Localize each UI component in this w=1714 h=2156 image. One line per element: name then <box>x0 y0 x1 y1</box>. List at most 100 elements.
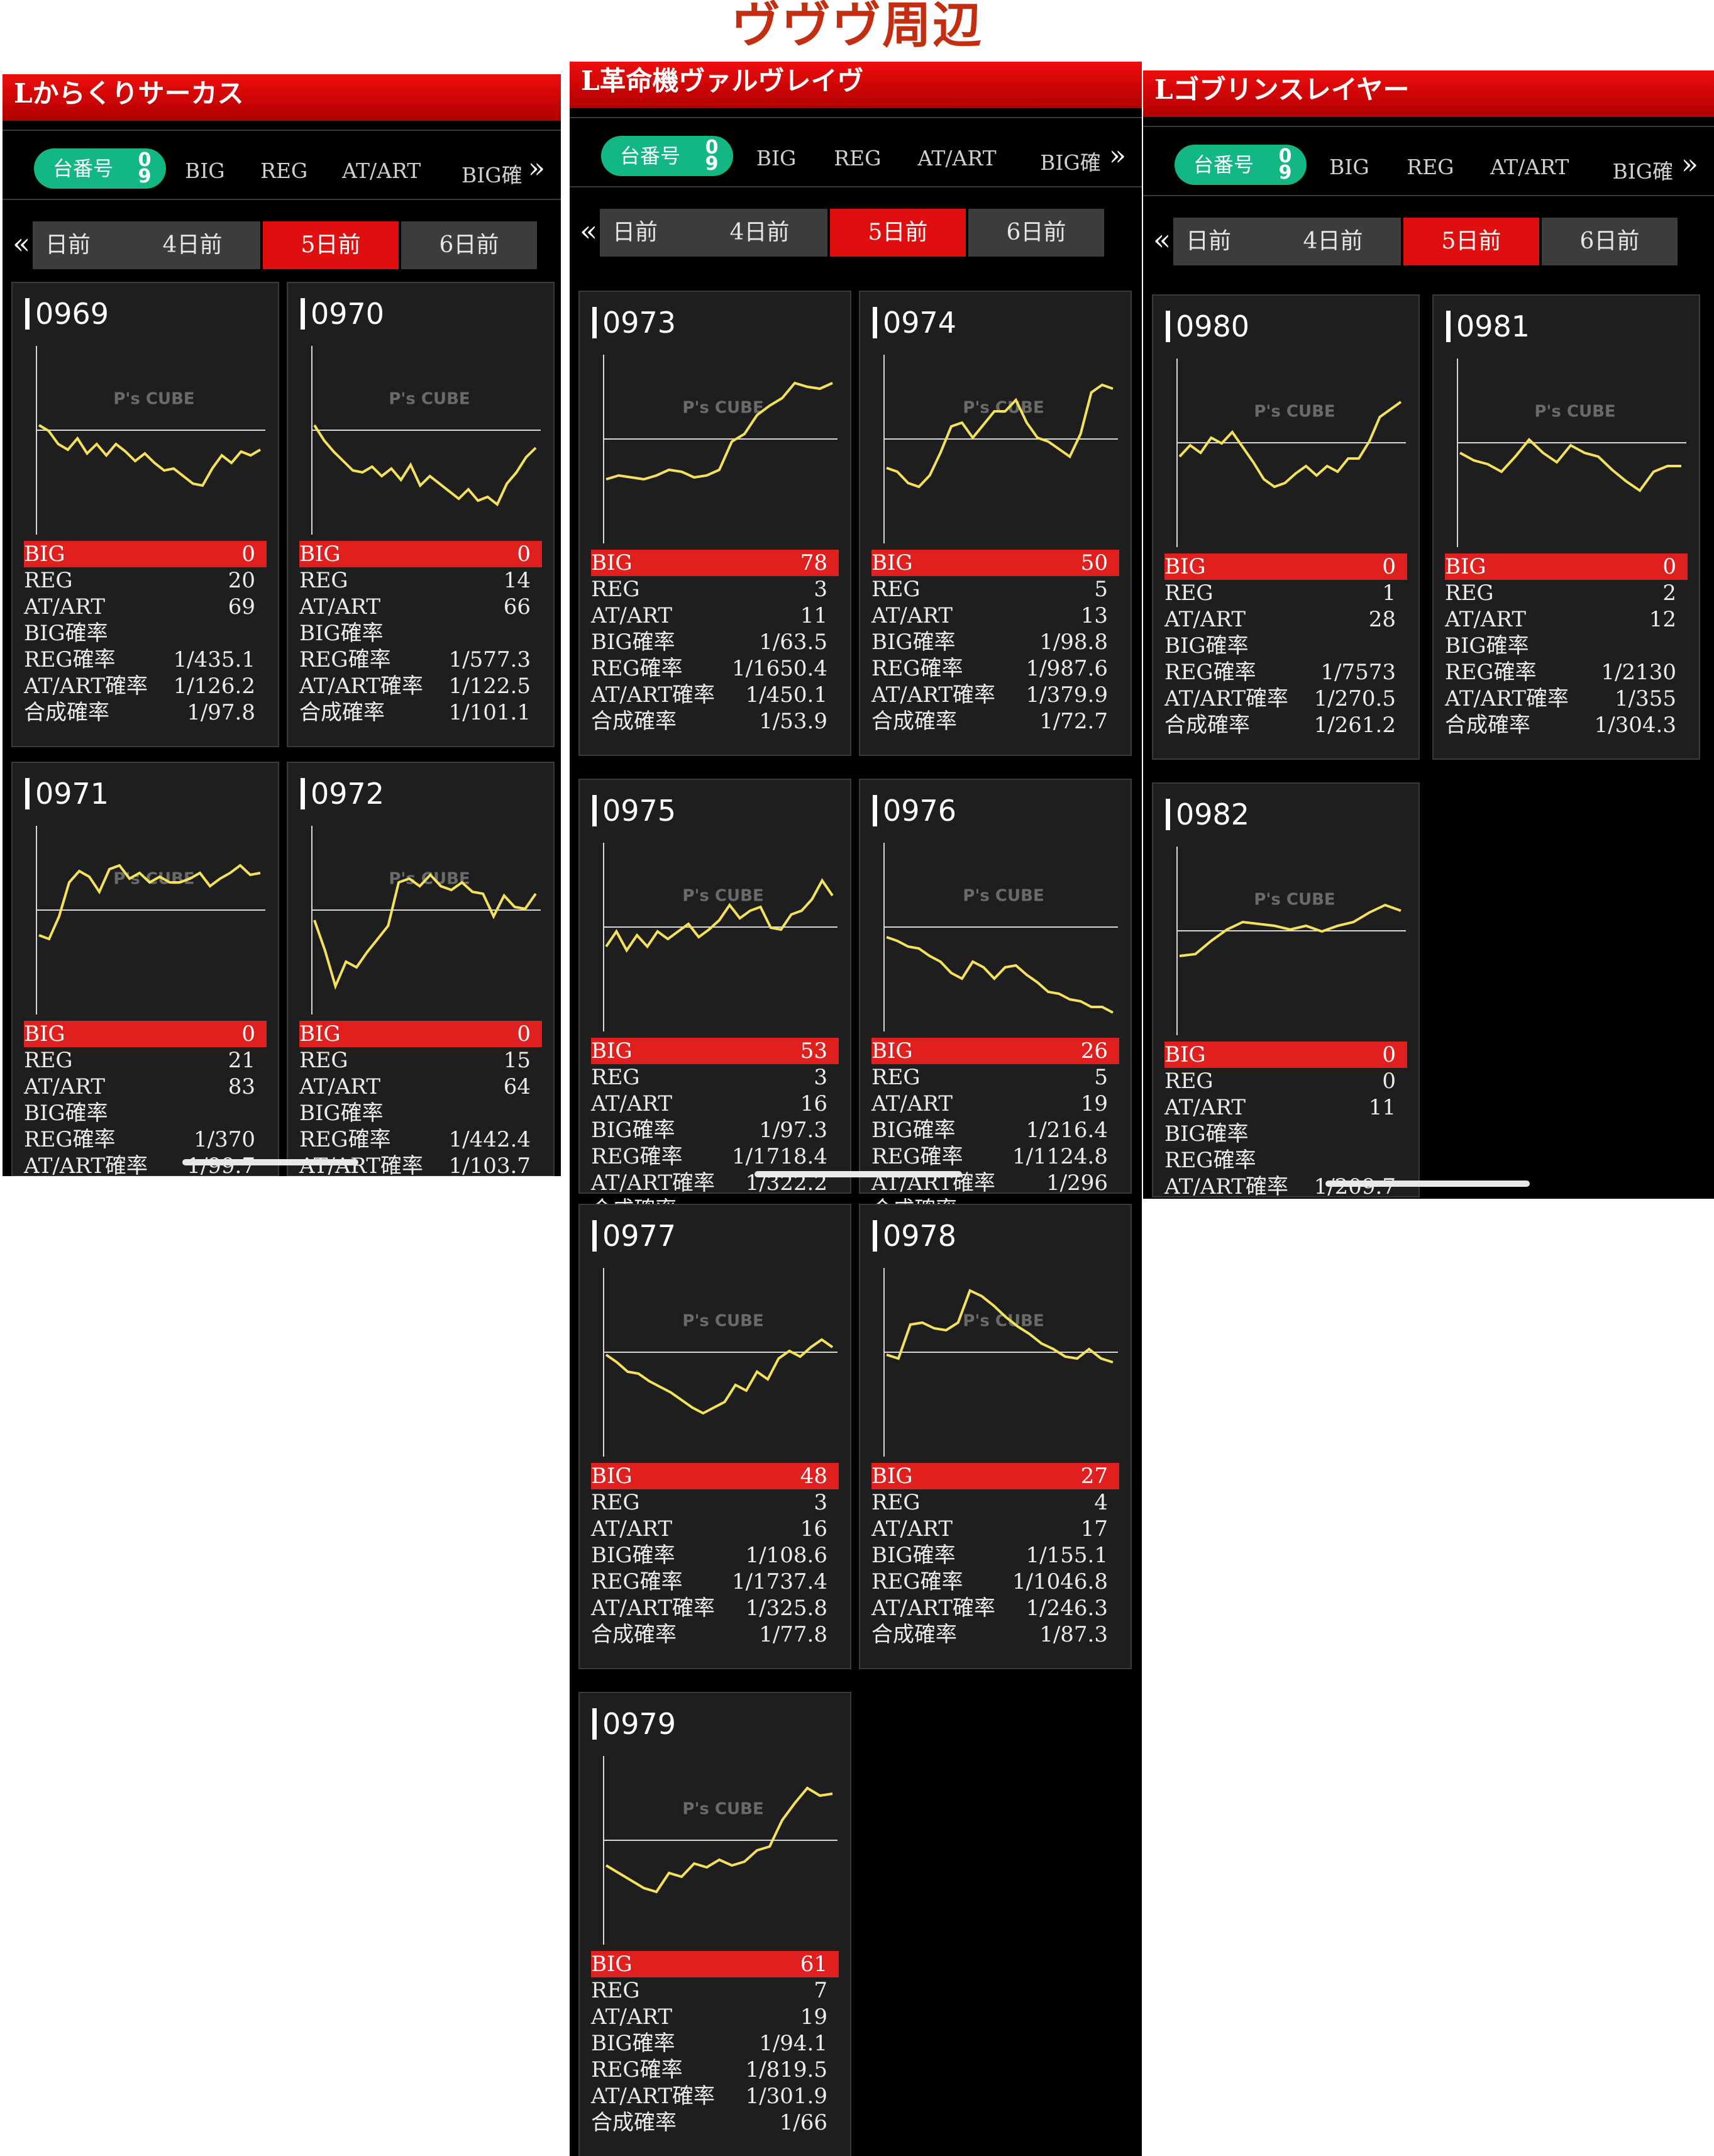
machine-card[interactable]: 0981 P's CUBE BIG 0 REG 2 AT/ART 12 BIG確率 REG確率 1/… <box>1432 294 1700 760</box>
stat-row: AT/ART 69 <box>24 594 267 620</box>
filter-tab-at-art[interactable]: AT/ART <box>1490 155 1569 179</box>
stat-row: BIG 0 <box>24 1021 267 1047</box>
slump-graph: P's CUBE <box>603 1268 838 1457</box>
stat-label: REG確率 <box>591 656 683 681</box>
stat-label: 合成確率 <box>1164 713 1250 738</box>
stat-label: BIG <box>591 1464 633 1489</box>
machine-number: 0971 <box>35 777 109 811</box>
more-tabs-icon[interactable]: » <box>528 152 545 184</box>
stat-label: BIG確率 <box>299 1101 384 1126</box>
machine-card[interactable]: 0978 P's CUBE BIG 27 REG 4 AT/ART 17 BIG確率 1/155.… <box>859 1204 1132 1669</box>
stat-row: REG 21 <box>24 1047 267 1074</box>
filter-tab-big[interactable]: BIG <box>756 146 797 170</box>
day-tab-0[interactable]: 日前 <box>1173 218 1276 265</box>
stats-table: BIG 0 REG 20 AT/ART 69 BIG確率 REG確率 1/435.1 AT/ART… <box>24 541 267 726</box>
stat-value: 1/1718.4 <box>731 1144 827 1169</box>
prev-days-icon[interactable]: « <box>13 226 31 260</box>
filter-tab-big[interactable]: BIG <box>1329 155 1369 179</box>
home-indicator <box>755 1171 962 1177</box>
sort-by-number-button[interactable]: 台番号 0 9 <box>601 136 733 176</box>
slump-graph: P's CUBE <box>603 1756 838 1945</box>
slump-graph: P's CUBE <box>603 355 838 543</box>
stat-row: AT/ART 16 <box>591 1516 839 1542</box>
stat-label: BIG確率 <box>591 1543 675 1568</box>
stat-label: AT/ART <box>591 2004 673 2030</box>
stat-row: AT/ART確率 1/246.3 <box>871 1595 1119 1621</box>
stat-row: AT/ART確率 1/355 <box>1445 686 1688 712</box>
stat-label: 合成確率 <box>24 700 109 725</box>
day-tab-1[interactable]: 4日前 <box>124 221 260 269</box>
stat-row: BIG確率 <box>1164 1121 1407 1147</box>
stat-label: REG確率 <box>299 1127 391 1152</box>
stat-label: BIG確率 <box>299 621 384 646</box>
stat-row: BIG確率 <box>24 1100 267 1126</box>
stat-row: BIG確率 1/108.6 <box>591 1542 839 1569</box>
day-tab-0[interactable]: 日前 <box>600 209 703 257</box>
filter-bar: 台番号 0 9 BIG REG AT/ART BIG確 » <box>570 117 1142 187</box>
machine-card[interactable]: 0974 P's CUBE BIG 50 REG 5 AT/ART 13 BIG確率 1/98.8… <box>859 291 1132 756</box>
day-tab-2[interactable]: 5日前 <box>1403 218 1539 265</box>
stat-row: AT/ART確率 1/450.1 <box>591 682 839 708</box>
machine-card[interactable]: 0973 P's CUBE BIG 78 REG 3 AT/ART 11 BIG確率 1/63.5… <box>578 291 851 756</box>
stat-label: AT/ART確率 <box>1445 686 1569 711</box>
stat-row: AT/ART 19 <box>871 1091 1119 1117</box>
filter-tab-at-art[interactable]: AT/ART <box>917 146 997 170</box>
filter-tab-big確[interactable]: BIG確 <box>462 163 522 187</box>
machine-card[interactable]: 0972 P's CUBE BIG 0 REG 15 AT/ART 64 BIG確率 REG確率 1… <box>287 762 555 1176</box>
prev-days-icon[interactable]: « <box>580 214 598 248</box>
slump-graph: P's CUBE <box>311 346 541 535</box>
day-tab-1[interactable]: 4日前 <box>1265 218 1401 265</box>
sort-by-number-button[interactable]: 台番号 0 9 <box>34 148 166 189</box>
prev-days-icon[interactable]: « <box>1153 223 1171 257</box>
machine-card[interactable]: 0977 P's CUBE BIG 48 REG 3 AT/ART 16 BIG確率 1/108.… <box>578 1204 851 1669</box>
stat-label: BIG確率 <box>591 2031 675 2056</box>
filter-tab-big確[interactable]: BIG確 <box>1040 150 1101 175</box>
slump-line <box>1178 401 1402 489</box>
stat-row: REG 5 <box>871 576 1119 603</box>
machine-number: 0982 <box>1176 797 1250 831</box>
day-tab-3[interactable]: 6日前 <box>1542 218 1678 265</box>
more-tabs-icon[interactable]: » <box>1681 148 1698 181</box>
machine-card[interactable]: 0970 P's CUBE BIG 0 REG 14 AT/ART 66 BIG確率 REG確率 1… <box>287 282 555 747</box>
filter-tab-big確[interactable]: BIG確 <box>1612 159 1674 184</box>
machine-card[interactable]: 0979 P's CUBE BIG 61 REG 7 AT/ART 19 BIG確率 1/94.1… <box>578 1692 851 2156</box>
filter-tab-reg[interactable]: REG <box>834 146 882 170</box>
stat-row: REG 15 <box>299 1047 542 1074</box>
filter-tab-big[interactable]: BIG <box>185 158 225 183</box>
sort-by-number-button[interactable]: 台番号 0 9 <box>1175 145 1307 185</box>
stat-row: BIG確率 <box>1164 633 1407 659</box>
stat-value: 0 <box>517 1021 531 1047</box>
stat-row: REG 0 <box>1164 1068 1407 1094</box>
slump-line <box>1179 903 1402 957</box>
day-tab-2[interactable]: 5日前 <box>263 221 399 269</box>
stat-value: 12 <box>1649 607 1676 632</box>
stat-value: 0 <box>517 542 531 567</box>
filter-tab-reg[interactable]: REG <box>1407 155 1454 179</box>
machine-card[interactable]: 0975 P's CUBE BIG 53 REG 3 AT/ART 16 BIG確率 1/97.3… <box>578 779 851 1222</box>
day-tab-0[interactable]: 日前 <box>33 221 136 269</box>
machine-card[interactable]: 0982 P's CUBE BIG 0 REG 0 AT/ART 11 BIG確率 REG確率 AT… <box>1152 782 1420 1199</box>
day-tab-1[interactable]: 4日前 <box>692 209 827 257</box>
filter-tab-reg[interactable]: REG <box>260 158 308 183</box>
day-tab-3[interactable]: 6日前 <box>401 221 537 269</box>
machine-card[interactable]: 0976 P's CUBE BIG 26 REG 5 AT/ART 19 BIG確率 1/216.… <box>859 779 1132 1222</box>
day-tab-3[interactable]: 6日前 <box>968 209 1104 257</box>
card-accent-bar <box>1166 311 1170 342</box>
stat-value: 1/370 <box>194 1127 255 1152</box>
stat-row: BIG確率 <box>299 1100 542 1126</box>
stat-value: 1/53.9 <box>759 709 827 734</box>
day-tab-2[interactable]: 5日前 <box>830 209 966 257</box>
stat-row: REG確率 1/1650.4 <box>591 655 839 682</box>
stat-label: 合成確率 <box>591 2110 677 2135</box>
machine-card[interactable]: 0980 P's CUBE BIG 0 REG 1 AT/ART 28 BIG確率 REG確率 1/… <box>1152 294 1420 760</box>
stat-label: AT/ART <box>24 1074 106 1099</box>
machine-card[interactable]: 0971 P's CUBE BIG 0 REG 21 AT/ART 83 BIG確率 REG確率 1… <box>11 762 279 1176</box>
filter-tab-at-art[interactable]: AT/ART <box>342 158 421 183</box>
stat-label: BIG <box>1445 554 1486 579</box>
machine-card[interactable]: 0969 P's CUBE BIG 0 REG 20 AT/ART 69 BIG確率 REG確率 1… <box>11 282 279 747</box>
watermark-logo: P's CUBE <box>963 398 1044 417</box>
stat-row: BIG 0 <box>299 541 542 567</box>
stat-row: REG確率 1/7573 <box>1164 659 1407 686</box>
stat-label: REG <box>591 577 640 602</box>
more-tabs-icon[interactable]: » <box>1109 140 1126 172</box>
